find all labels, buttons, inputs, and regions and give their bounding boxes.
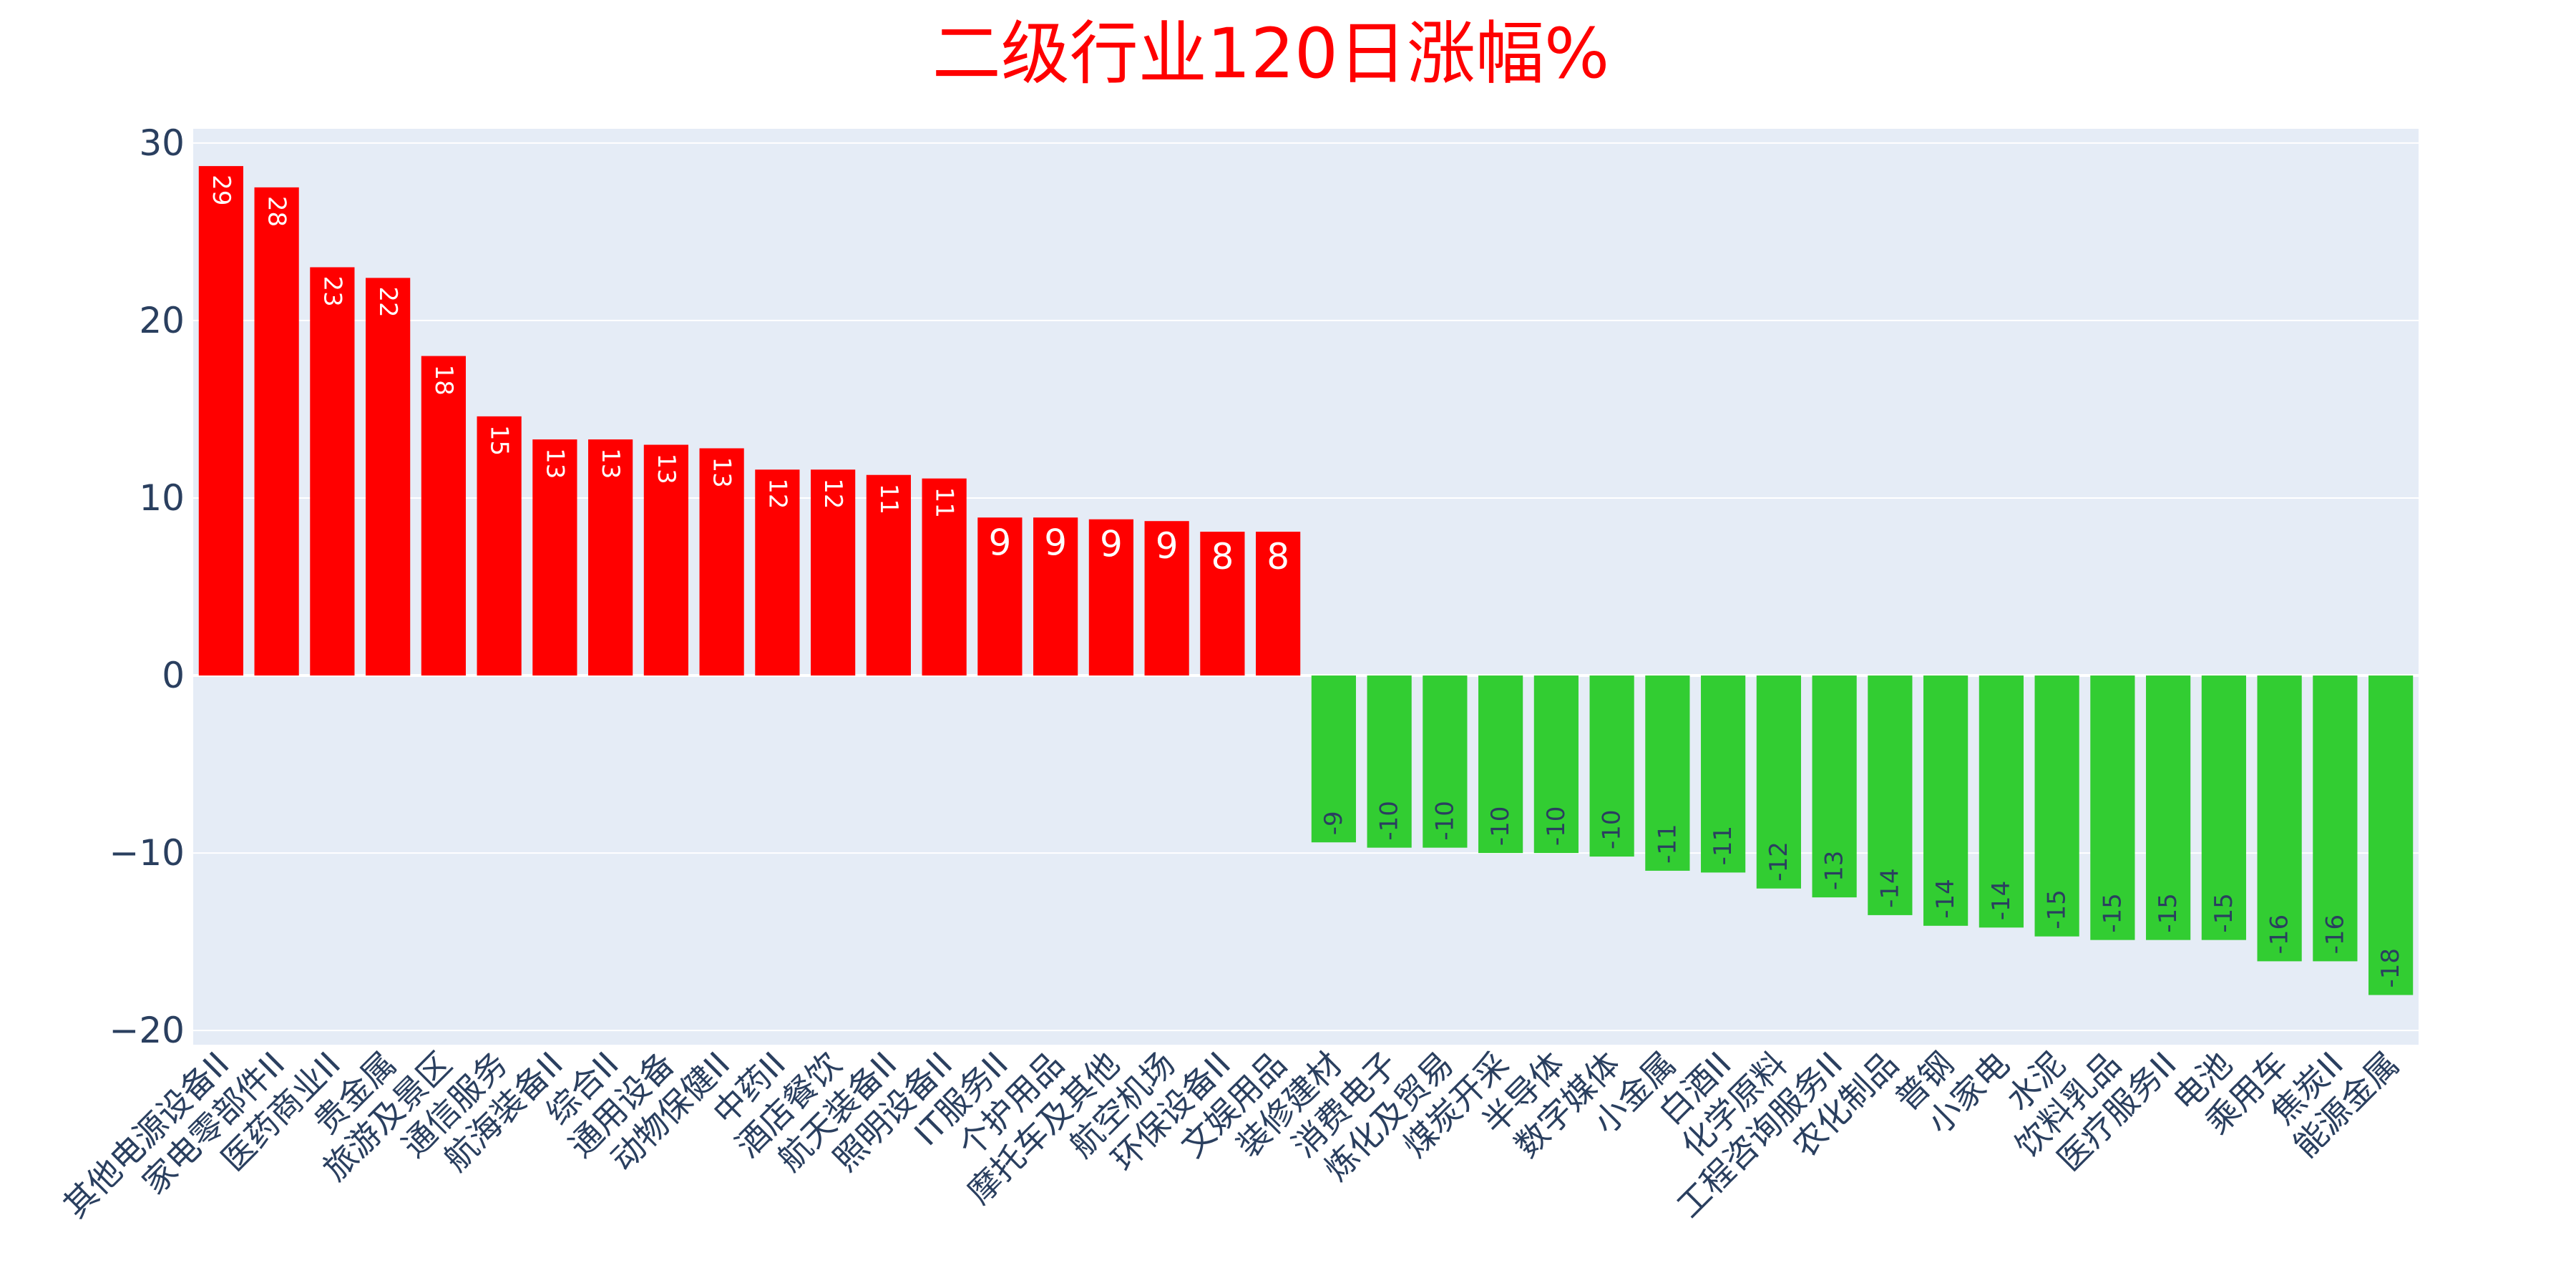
bar <box>811 469 856 676</box>
bar <box>1033 517 1078 676</box>
data-label: 29 <box>207 175 235 205</box>
data-label: -15 <box>2154 893 2182 933</box>
data-label: 8 <box>1267 536 1289 577</box>
bar <box>477 416 522 676</box>
bar <box>1589 675 1634 857</box>
bar <box>588 439 633 676</box>
data-label: 12 <box>819 478 847 509</box>
data-label: 12 <box>763 478 791 509</box>
data-label: 9 <box>1100 524 1123 565</box>
data-label: 23 <box>318 275 346 306</box>
bar <box>254 187 299 676</box>
data-label: 9 <box>1156 525 1179 567</box>
data-label: -15 <box>2043 889 2072 930</box>
y-tick-label: 0 <box>162 655 185 696</box>
bar <box>1812 675 1857 898</box>
bar <box>755 469 800 676</box>
bar <box>198 166 243 676</box>
y-axis: 30 20 10 0 −10 −20 <box>109 122 185 1051</box>
bar <box>866 474 911 676</box>
bar <box>1979 675 2024 928</box>
data-label: -18 <box>2376 948 2405 988</box>
bar <box>2201 675 2246 940</box>
data-label: 11 <box>874 484 903 514</box>
data-label: -10 <box>1430 801 1459 841</box>
data-label: -14 <box>1987 881 2016 921</box>
bar <box>532 439 577 676</box>
bar <box>2146 675 2191 940</box>
chart-title: 二级行业120日涨幅% <box>932 14 1609 94</box>
data-label: 15 <box>485 425 514 456</box>
y-tick-label: −20 <box>109 1010 185 1051</box>
bar <box>1088 519 1133 676</box>
plot-area <box>193 129 2419 1045</box>
data-label: 13 <box>652 454 680 484</box>
bar <box>1256 532 1301 676</box>
data-label: 18 <box>429 365 458 396</box>
x-axis: 其他电源设备II家电零部件II医药商业II贵金属旅游及景区通信服务航海装备II综… <box>56 1045 2406 1226</box>
bar <box>310 267 355 676</box>
data-label: -15 <box>2098 893 2127 933</box>
bar <box>1923 675 1968 926</box>
data-label: 13 <box>540 448 569 479</box>
data-label: 9 <box>988 522 1011 563</box>
y-tick-label: −10 <box>109 832 185 874</box>
bar <box>2090 675 2135 940</box>
data-label: -10 <box>1542 806 1571 847</box>
data-label: -16 <box>2265 914 2294 955</box>
data-label: -10 <box>1598 810 1626 850</box>
data-label: -11 <box>1653 824 1682 864</box>
y-tick-label: 10 <box>139 477 185 519</box>
bar <box>1478 675 1523 854</box>
bar <box>1868 675 1913 915</box>
data-label: 13 <box>708 457 736 488</box>
bar <box>2313 675 2358 962</box>
data-label: -11 <box>1709 826 1737 866</box>
bar <box>1200 532 1245 676</box>
bar <box>1311 675 1356 843</box>
bar <box>699 448 744 676</box>
bar <box>643 444 688 676</box>
data-label: -9 <box>1319 811 1348 835</box>
data-label: -14 <box>1875 868 1904 908</box>
data-label: -12 <box>1765 841 1793 882</box>
data-label: 13 <box>596 448 625 479</box>
bar <box>421 356 466 676</box>
bar <box>1645 675 1690 871</box>
bar <box>1701 675 1746 873</box>
data-label: -10 <box>1486 806 1515 847</box>
bar <box>1367 675 1412 848</box>
data-label: -10 <box>1375 801 1404 841</box>
data-label: -14 <box>1931 879 1960 919</box>
y-tick-label: 30 <box>139 122 185 164</box>
bar <box>366 278 411 676</box>
data-label: 8 <box>1211 536 1234 577</box>
bar <box>1423 675 1468 848</box>
bar <box>922 478 967 676</box>
bar <box>977 517 1023 676</box>
bar <box>1144 521 1189 676</box>
bar <box>1533 675 1579 854</box>
bar <box>1756 675 1801 889</box>
data-label: 11 <box>930 487 959 518</box>
data-label: 28 <box>263 196 291 227</box>
y-tick-label: 20 <box>139 300 185 341</box>
bars <box>198 166 2414 995</box>
bar <box>2257 675 2302 962</box>
data-label: -16 <box>2321 914 2349 955</box>
bar <box>2368 675 2414 995</box>
data-label: 22 <box>374 286 402 317</box>
bar <box>2034 675 2079 937</box>
data-label: -15 <box>2210 893 2238 933</box>
data-label: 9 <box>1044 522 1067 563</box>
data-label: -13 <box>1820 851 1849 891</box>
